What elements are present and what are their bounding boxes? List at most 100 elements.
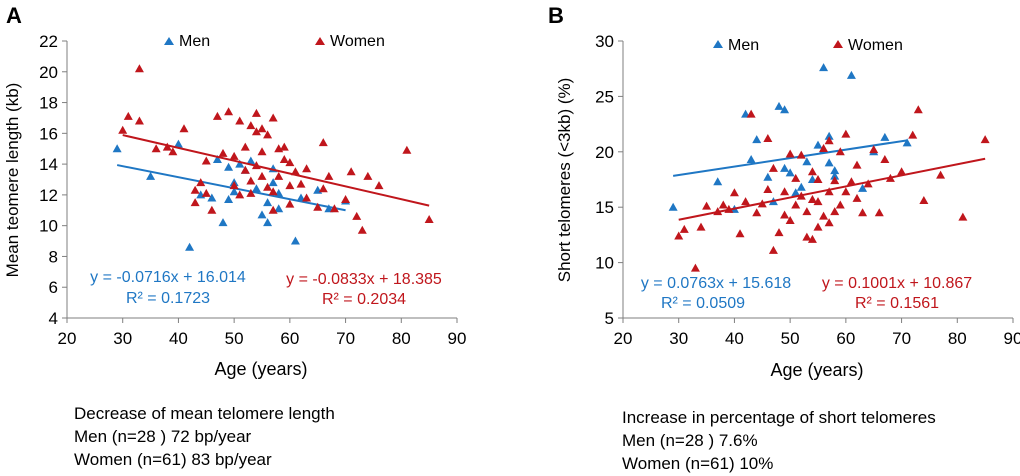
- x-tick-label-b: 70: [892, 329, 911, 348]
- caption-a: Decrease of mean telomere length Men (n=…: [74, 402, 335, 471]
- data-point-women-b: [768, 245, 778, 254]
- data-point-women-a: [285, 158, 295, 167]
- data-point-women-b: [785, 149, 795, 158]
- panel-label-b: B: [548, 3, 564, 28]
- data-point-men-a: [235, 159, 245, 168]
- data-point-women-a: [279, 142, 289, 151]
- data-point-men-b: [813, 140, 823, 149]
- data-point-women-b: [830, 176, 840, 185]
- data-point-men-b: [752, 135, 762, 144]
- data-point-women-b: [785, 215, 795, 224]
- y-tick-label-a: 14: [39, 155, 58, 174]
- data-point-women-b: [674, 231, 684, 240]
- data-point-men-a: [246, 156, 256, 165]
- data-point-women-b: [824, 136, 834, 145]
- data-point-women-a: [229, 181, 239, 190]
- y-tick-label-b: 5: [605, 309, 614, 328]
- data-point-men-a: [112, 144, 122, 153]
- data-point-men-b: [824, 158, 834, 167]
- legend-men-marker-a: [164, 37, 174, 45]
- data-point-women-b: [858, 208, 868, 217]
- legend-men-label-a: Men: [179, 33, 210, 50]
- data-point-men-a: [268, 178, 278, 187]
- data-point-women-a: [162, 142, 172, 151]
- y-tick-label-b: 20: [595, 143, 614, 162]
- data-point-women-a: [402, 145, 412, 154]
- equation-men-a: y = -0.0716x + 16.014: [90, 269, 246, 286]
- r2-men-b: R² = 0.0509: [661, 295, 745, 312]
- x-axis-title-b: Age (years): [770, 360, 863, 380]
- data-point-women-a: [302, 164, 312, 173]
- data-point-women-a: [151, 144, 161, 153]
- data-point-women-b: [936, 170, 946, 179]
- data-point-women-a: [424, 215, 434, 224]
- data-point-women-b: [913, 105, 923, 114]
- x-tick-label-a: 60: [280, 329, 299, 348]
- trendline-men-b: [672, 139, 908, 177]
- x-tick-label-a: 80: [392, 329, 411, 348]
- data-point-women-b: [908, 130, 918, 139]
- data-point-women-a: [341, 195, 351, 204]
- data-point-women-b: [807, 194, 817, 203]
- data-point-women-a: [257, 171, 267, 180]
- annotation-women-a: y = -0.0833x + 18.385 R² = 0.2034: [286, 271, 442, 308]
- data-point-women-a: [179, 124, 189, 133]
- x-tick-label-b: 40: [725, 329, 744, 348]
- legend-men-marker-b: [713, 40, 723, 48]
- data-point-women-a: [118, 125, 128, 134]
- data-point-women-a: [352, 211, 362, 220]
- data-point-women-a: [363, 171, 373, 180]
- data-point-women-a: [207, 205, 217, 214]
- data-point-women-b: [813, 222, 823, 231]
- data-point-women-b: [780, 187, 790, 196]
- data-point-men-b: [858, 183, 868, 192]
- data-point-women-a: [324, 171, 334, 180]
- y-tick-label-a: 20: [39, 63, 58, 82]
- data-point-women-b: [852, 193, 862, 202]
- y-tick-label-a: 12: [39, 186, 58, 205]
- data-point-women-b: [752, 208, 762, 217]
- data-point-women-a: [196, 178, 206, 187]
- trendline-women-a: [122, 134, 430, 207]
- data-point-women-a: [374, 181, 384, 190]
- equation-men-b: y = 0.0763x + 15.618: [641, 275, 791, 292]
- data-point-men-b: [780, 163, 790, 172]
- data-point-men-b: [824, 131, 834, 140]
- data-point-women-b: [824, 187, 834, 196]
- data-point-women-b: [768, 163, 778, 172]
- data-point-women-a: [313, 202, 323, 211]
- legend-women-label-a: Women: [330, 33, 385, 50]
- data-point-women-a: [257, 147, 267, 156]
- x-tick-label-b: 30: [669, 329, 688, 348]
- data-point-men-a: [257, 210, 267, 219]
- data-point-women-a: [346, 167, 356, 176]
- x-tick-label-b: 20: [614, 329, 633, 348]
- data-point-women-b: [819, 143, 829, 152]
- data-point-men-b: [785, 168, 795, 177]
- data-point-women-b: [729, 188, 739, 197]
- data-point-women-b: [791, 200, 801, 209]
- data-point-men-b: [668, 202, 678, 211]
- data-point-women-b: [807, 234, 817, 243]
- data-point-women-b: [874, 208, 884, 217]
- data-point-women-b: [830, 207, 840, 216]
- y-tick-label-a: 8: [49, 247, 58, 266]
- data-point-women-a: [296, 179, 306, 188]
- data-point-men-a: [274, 204, 284, 213]
- legend-a: Men Women: [164, 33, 385, 50]
- data-point-women-b: [824, 218, 834, 227]
- r2-women-a: R² = 0.2034: [322, 291, 406, 308]
- data-point-women-a: [357, 225, 367, 234]
- data-point-men-a: [185, 242, 195, 251]
- caption-a-men: Men (n=28 ) 72 bp/year: [74, 427, 252, 446]
- x-axis-title-a: Age (years): [214, 359, 307, 379]
- data-point-women-a: [251, 127, 261, 136]
- data-point-men-a: [218, 218, 228, 227]
- x-tick-label-b: 90: [1004, 329, 1020, 348]
- caption-a-women: Women (n=61) 83 bp/year: [74, 450, 272, 469]
- data-point-men-b: [830, 166, 840, 175]
- y-tick-label-b: 10: [595, 254, 614, 273]
- y-tick-label-a: 6: [49, 278, 58, 297]
- data-point-women-a: [251, 108, 261, 117]
- x-tick-label-a: 70: [336, 329, 355, 348]
